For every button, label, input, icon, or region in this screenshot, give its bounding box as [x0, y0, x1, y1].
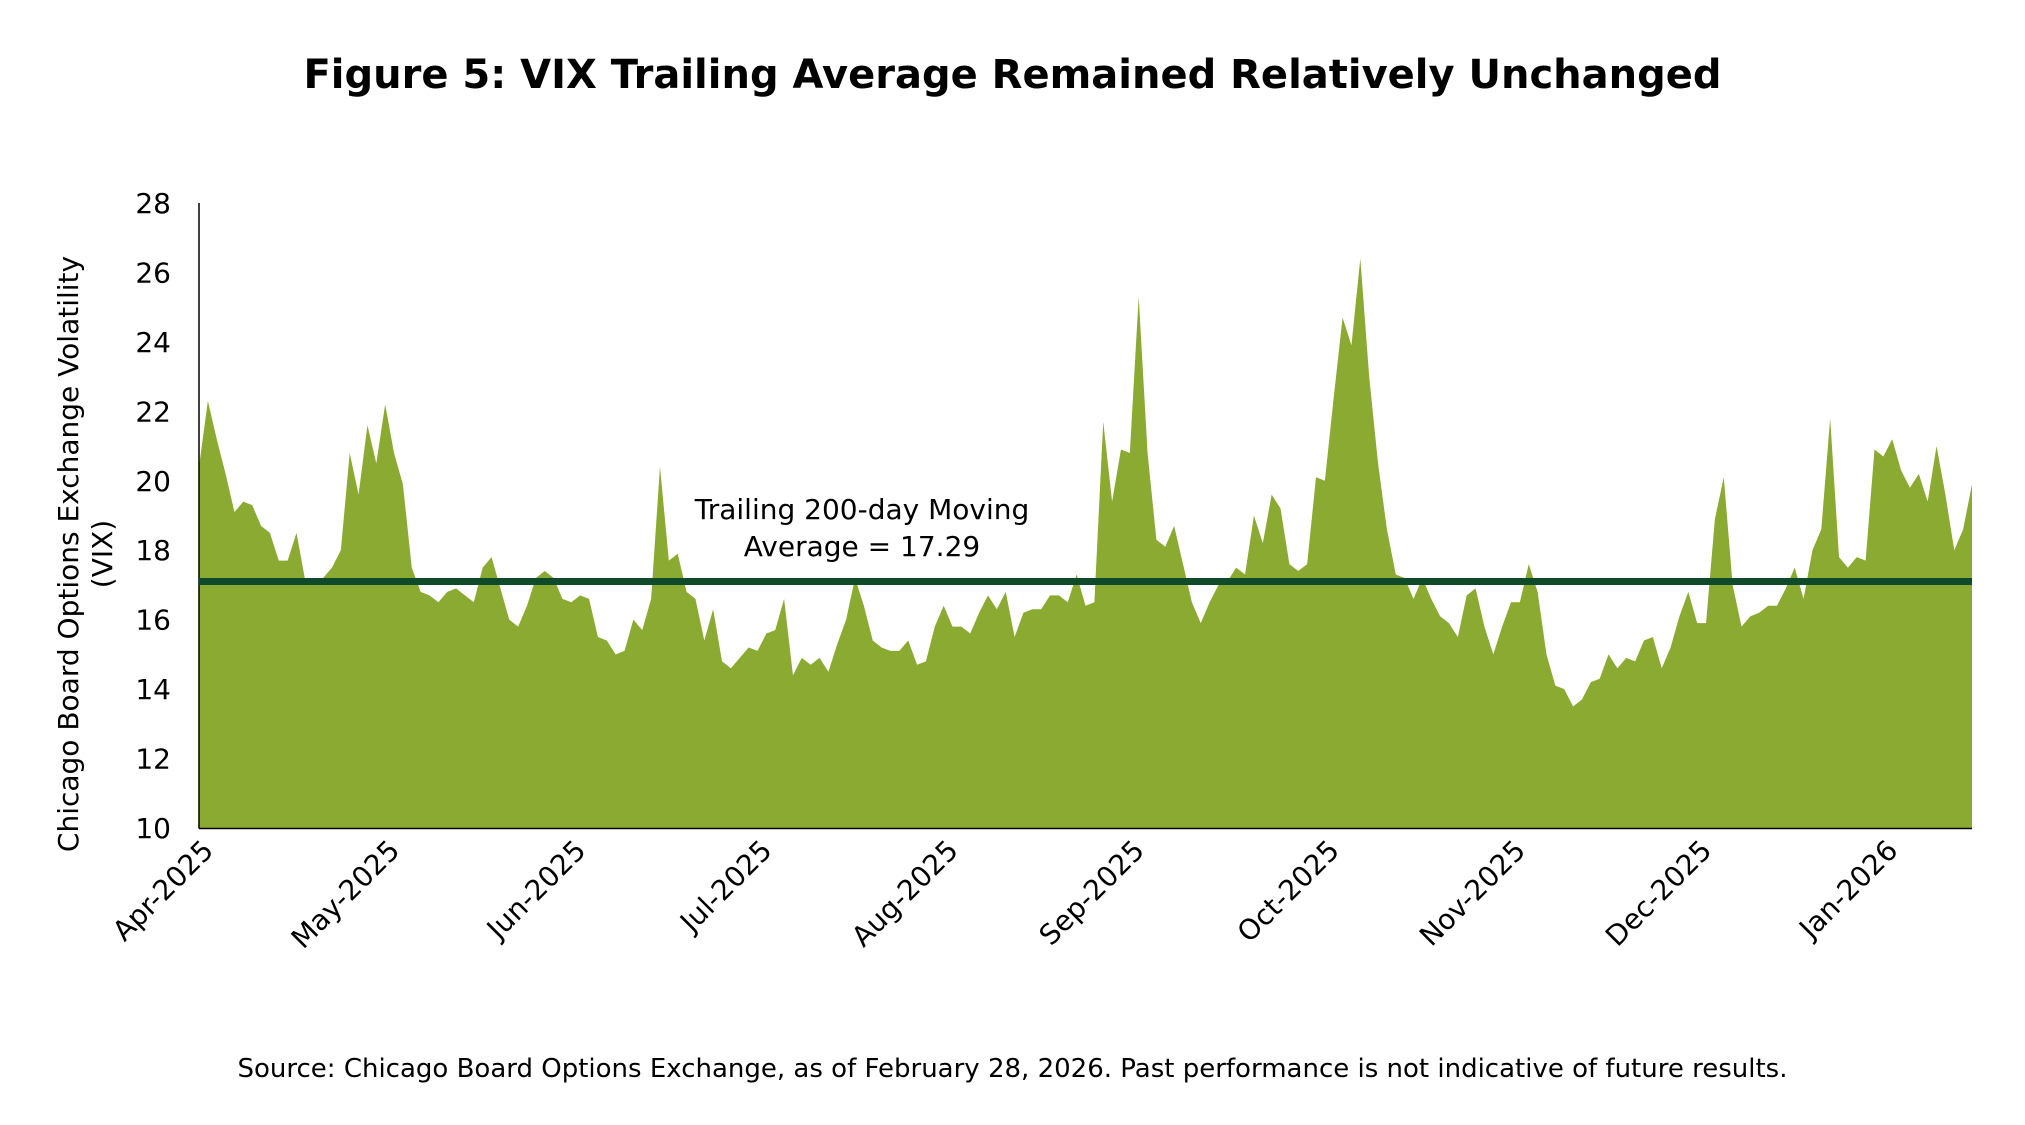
y-tick-label: 22	[135, 395, 171, 428]
x-tick-label: Oct-2025	[1231, 834, 1346, 949]
x-tick-label: Aug-2025	[845, 834, 965, 954]
y-tick-label: 12	[135, 743, 171, 776]
y-tick-label: 10	[135, 812, 171, 845]
axes-layer	[198, 203, 1972, 830]
x-tick-label: Jul-2025	[672, 834, 778, 940]
y-tick-label: 24	[135, 326, 171, 359]
y-tick-labels: 10 12 14 16 18 20 22 24 26 28	[135, 187, 171, 845]
y-tick-label: 26	[135, 256, 171, 289]
source-note: Source: Chicago Board Options Exchange, …	[237, 1054, 1788, 1084]
x-tick-label: Jun-2025	[479, 834, 592, 947]
x-tick-label: Apr-2025	[106, 834, 220, 948]
y-tick-label: 28	[135, 187, 171, 220]
y-tick-label: 16	[135, 604, 171, 637]
x-tick-label: Dec-2025	[1599, 834, 1718, 953]
moving-average-label-line1: Trailing 200-day Moving	[694, 493, 1030, 526]
y-tick-label: 14	[135, 673, 171, 706]
x-tick-labels: Apr-2025 May-2025 Jun-2025 Jul-2025 Aug-2025…	[106, 834, 1904, 955]
y-axis-title-line1: Chicago Board Options Exchange Volatilit…	[52, 256, 85, 852]
y-axis-title-line2: (VIX)	[86, 520, 119, 588]
x-tick-label: Sep-2025	[1033, 834, 1151, 952]
chart-title: Figure 5: VIX Trailing Average Remained …	[303, 52, 1722, 98]
vix-area-layer	[199, 258, 1972, 828]
x-tick-label: Jan-2026	[1791, 834, 1904, 947]
moving-average-label-line2: Average = 17.29	[744, 530, 980, 563]
x-tick-label: Nov-2025	[1413, 834, 1532, 953]
y-tick-label: 20	[135, 465, 171, 498]
y-tick-label: 18	[135, 534, 171, 567]
x-tick-label: May-2025	[285, 834, 406, 955]
vix-area	[199, 258, 1972, 828]
